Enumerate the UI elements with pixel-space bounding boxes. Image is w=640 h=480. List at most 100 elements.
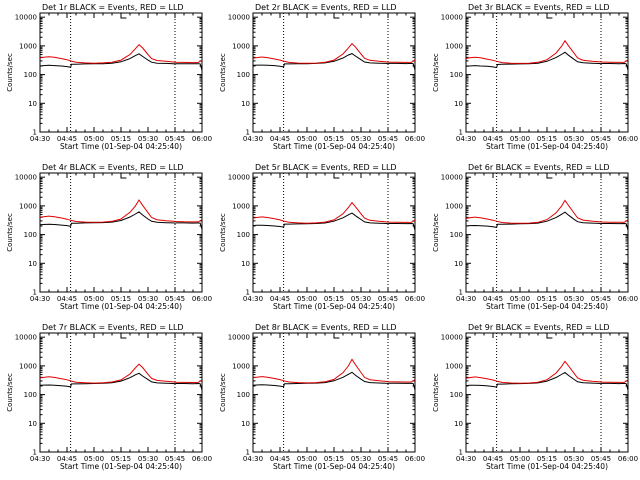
y-tick-label: 100: [237, 391, 250, 399]
chart-title: Det 3r BLACK = Events, RED = LLD: [468, 3, 610, 12]
y-tick-label: 1000: [232, 42, 250, 50]
x-tick-label: 04:45: [57, 295, 77, 303]
top-marker: [333, 173, 340, 179]
y-axis-label: Counts/sec: [6, 53, 14, 92]
x-tick-label: 06:00: [192, 135, 212, 143]
x-tick-label: 05:00: [510, 295, 530, 303]
y-tick-label: 1000: [232, 362, 250, 370]
x-tick-label: 05:00: [510, 135, 530, 143]
plot-frame: [465, 172, 629, 293]
y-axis-label: Counts/sec: [432, 373, 440, 412]
events-series-line: [39, 211, 203, 230]
y-tick-label: 1000: [445, 362, 463, 370]
x-tick-label: 05:00: [84, 295, 104, 303]
y-tick-label: 1: [246, 449, 250, 457]
x-tick-label: 05:30: [138, 455, 158, 463]
top-marker: [546, 173, 553, 179]
events-series-line: [465, 211, 629, 231]
events-series-line: [252, 53, 416, 71]
y-tick-label: 1: [459, 289, 463, 297]
x-tick-label: 04:45: [57, 455, 77, 463]
x-tick-label: 05:00: [84, 135, 104, 143]
y-tick-label: 1: [459, 449, 463, 457]
y-tick-label: 100: [450, 391, 463, 399]
top-marker: [333, 13, 340, 19]
chart-panel-3: Det 3r BLACK = Events, RED = LLD 1 10 100 10…: [432, 3, 638, 151]
y-tick-label: 10000: [441, 14, 463, 22]
y-axis-label: Counts/sec: [6, 213, 14, 252]
chart-panel-2: Det 2r BLACK = Events, RED = LLD 1 10 100 10…: [219, 3, 425, 151]
plot-frame: [252, 12, 416, 133]
x-tick-label: 05:45: [378, 135, 398, 143]
x-tick-label: 04:45: [270, 295, 290, 303]
x-tick-label: 05:30: [564, 455, 584, 463]
x-tick-label: 04:30: [243, 135, 263, 143]
x-tick-label: 06:00: [405, 135, 425, 143]
y-axis-label: Counts/sec: [219, 373, 227, 412]
x-tick-label: 04:45: [483, 295, 503, 303]
y-tick-label: 100: [24, 231, 37, 239]
chart-panel-9: Det 9r BLACK = Events, RED = LLD 1 10 100 10…: [432, 323, 638, 471]
chart-panel-8: Det 8r BLACK = Events, RED = LLD 1 10 100 10…: [219, 323, 425, 471]
y-tick-label: 10: [454, 100, 463, 108]
chart-title: Det 8r BLACK = Events, RED = LLD: [255, 323, 397, 332]
x-tick-label: 05:30: [351, 295, 371, 303]
chart-title: Det 9r BLACK = Events, RED = LLD: [468, 323, 610, 332]
x-tick-label: 04:30: [30, 455, 50, 463]
y-tick-label: 10: [28, 100, 37, 108]
plot-frame: [39, 12, 203, 133]
y-tick-label: 10000: [15, 14, 37, 22]
x-tick-label: 04:30: [456, 455, 476, 463]
x-tick-label: 04:30: [456, 295, 476, 303]
x-tick-label: 05:15: [324, 455, 344, 463]
top-marker: [333, 333, 340, 339]
events-series-line: [252, 212, 416, 231]
x-tick-label: 06:00: [192, 295, 212, 303]
lld-series-line: [465, 199, 629, 224]
x-tick-label: 04:30: [243, 455, 263, 463]
plot-frame: [465, 332, 629, 453]
events-series-line: [465, 371, 629, 391]
plot-frame: [465, 12, 629, 133]
y-tick-label: 10: [454, 260, 463, 268]
y-axis-label: Counts/sec: [432, 53, 440, 92]
y-tick-label: 1: [33, 129, 37, 137]
lld-series-line: [465, 39, 629, 64]
x-tick-label: 05:45: [165, 295, 185, 303]
y-tick-label: 10: [241, 260, 250, 268]
x-tick-label: 06:00: [618, 455, 638, 463]
top-marker: [546, 333, 553, 339]
plot-frame: [252, 172, 416, 293]
x-tick-label: 05:00: [510, 455, 530, 463]
x-tick-label: 05:30: [351, 455, 371, 463]
events-series-line: [39, 372, 203, 391]
x-tick-label: 05:15: [537, 455, 557, 463]
y-axis-label: Counts/sec: [432, 213, 440, 252]
x-axis-label: Start Time (01-Sep-04 04:25:40): [60, 142, 182, 151]
events-series-line: [465, 51, 629, 71]
chart-title: Det 5r BLACK = Events, RED = LLD: [255, 163, 397, 172]
y-tick-label: 10000: [441, 334, 463, 342]
chart-title: Det 1r BLACK = Events, RED = LLD: [42, 3, 184, 12]
x-tick-label: 05:15: [324, 295, 344, 303]
y-tick-label: 10: [454, 420, 463, 428]
y-tick-label: 100: [237, 231, 250, 239]
x-tick-label: 05:45: [165, 135, 185, 143]
x-tick-label: 05:00: [84, 455, 104, 463]
x-tick-label: 05:30: [564, 135, 584, 143]
y-tick-label: 10000: [228, 174, 250, 182]
x-tick-label: 04:30: [30, 135, 50, 143]
y-tick-label: 1: [33, 449, 37, 457]
plot-frame: [252, 332, 416, 453]
y-tick-label: 10: [28, 260, 37, 268]
lld-series-line: [252, 358, 416, 384]
x-tick-label: 05:00: [297, 135, 317, 143]
x-axis-label: Start Time (01-Sep-04 04:25:40): [486, 462, 608, 471]
x-tick-label: 04:45: [57, 135, 77, 143]
chart-panel-4: Det 4r BLACK = Events, RED = LLD 1 10 100 10…: [6, 163, 212, 311]
x-tick-label: 05:15: [537, 135, 557, 143]
y-axis-label: Counts/sec: [219, 53, 227, 92]
y-tick-label: 100: [24, 391, 37, 399]
chart-panel-5: Det 5r BLACK = Events, RED = LLD 1 10 100 10…: [219, 163, 425, 311]
